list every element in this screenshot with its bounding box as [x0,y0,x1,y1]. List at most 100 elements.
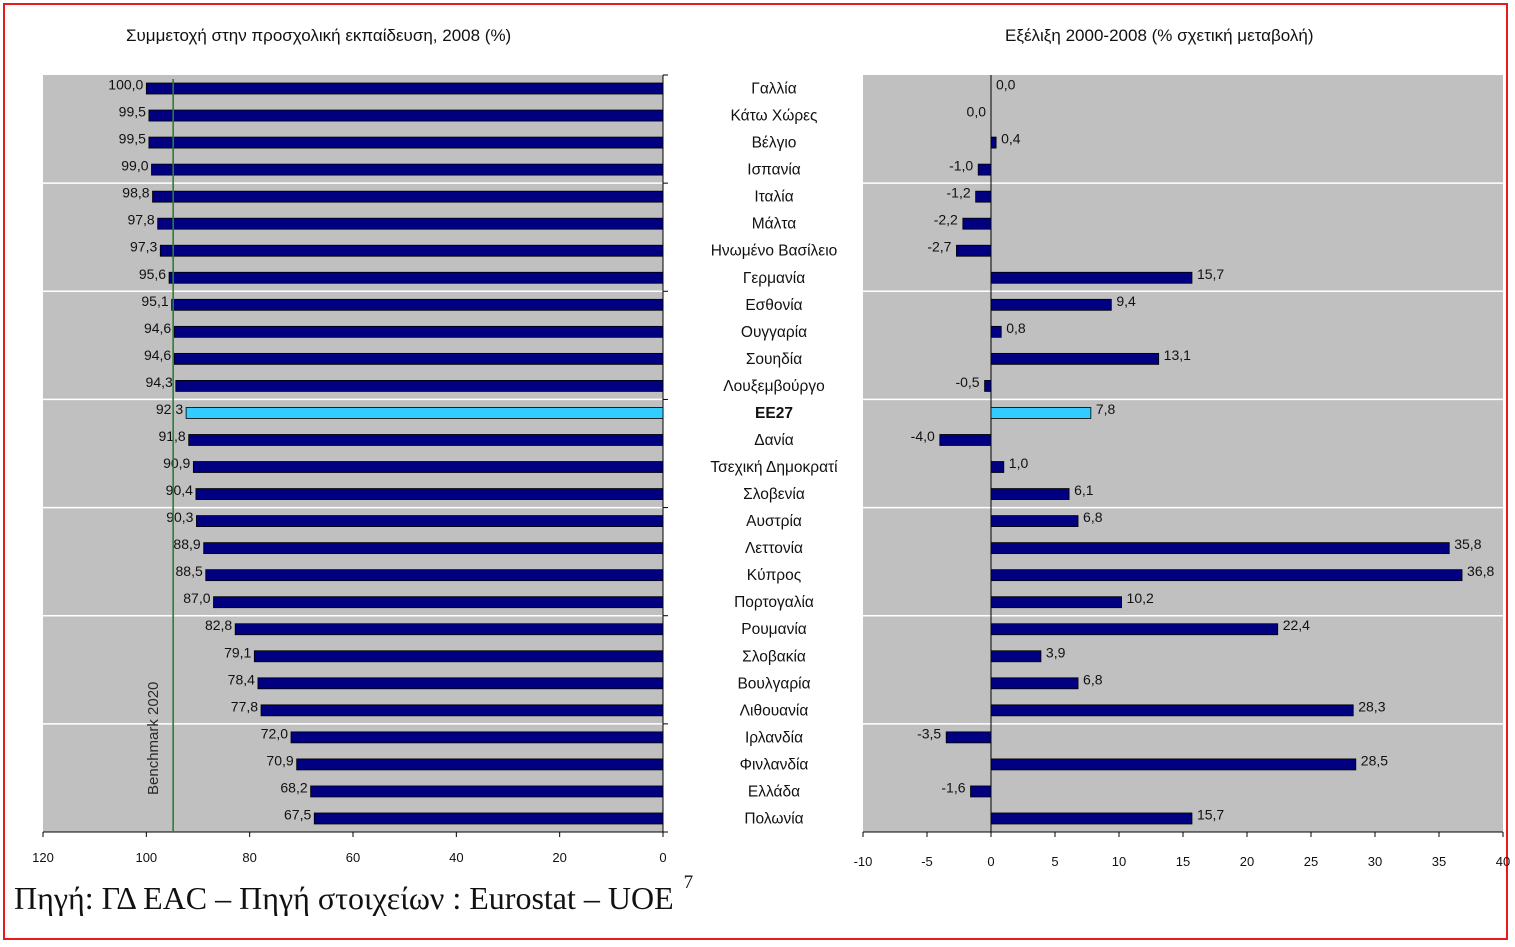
right-bar-label: 6,8 [1083,671,1103,687]
right-bar [990,542,1450,555]
right-x-tick-label: -5 [921,854,933,869]
country-label: Ρουμανία [741,621,807,638]
left-bar [310,785,664,798]
right-bar-label: 0,0 [967,104,987,120]
left-bar [234,623,664,636]
left-chart-title: Συμμετοχή στην προσχολική εκπαίδευση, 20… [126,26,512,45]
country-label: Κάτω Χώρες [730,108,817,125]
right-x-tick-label: 25 [1304,854,1318,869]
country-label: Βέλγιο [752,135,797,152]
left-bar [257,677,664,690]
left-bar-label: 72,0 [261,725,288,741]
right-bar-label: 1,0 [1009,455,1029,471]
country-label: Πορτογαλία [734,594,814,611]
right-bar-label: 15,7 [1197,266,1224,282]
red-frame [3,3,1508,940]
left-x-tick-label: 0 [659,850,666,865]
country-label: Ισπανία [747,162,801,179]
right-bar [990,650,1042,663]
right-bar-label: -1,0 [949,158,973,174]
country-label: Ουγγαρία [741,324,807,341]
right-bar-label: 6,1 [1074,482,1094,498]
right-bar [990,758,1357,771]
country-label: Κύπρος [747,567,801,584]
right-bar-label: -1,6 [941,779,965,795]
right-bar [990,488,1070,500]
left-bar-label: 79,1 [224,644,251,660]
left-bar-label: 99,5 [119,131,146,147]
right-bar [956,244,992,257]
right-bar-label: 7,8 [1096,401,1116,417]
left-x-tick-label: 40 [449,850,463,865]
country-label: Σλοβακία [742,648,806,665]
left-bar [290,731,664,744]
left-bar-label: 92,3 [156,401,183,417]
left-bar [171,298,664,311]
left-bar-label: 98,8 [122,185,149,201]
left-bar [159,244,664,257]
right-x-tick-label: 40 [1496,854,1510,869]
country-label: Τσεχική Δημοκρατί [710,459,838,476]
country-label: Εσθονία [745,297,802,314]
left-bar-label: 67,5 [284,806,311,822]
left-bar [196,515,664,527]
left-bar-label: 94,6 [144,320,171,336]
right-bar-label: 9,4 [1116,293,1136,309]
right-bar-label: 36,8 [1467,563,1494,579]
right-bar [975,190,992,203]
left-bar-label: 100,0 [108,77,143,93]
right-bar-label: 6,8 [1083,509,1103,525]
right-bar-label: 0,8 [1006,320,1026,336]
left-bar-label: 87,0 [183,590,210,606]
left-bar [213,596,664,609]
left-x-tick-label: 80 [242,850,256,865]
right-bar [990,325,1002,338]
country-label: Φινλανδία [740,756,809,773]
right-bar [990,677,1079,690]
footnote-number: 7 [683,872,694,893]
right-bar [939,434,992,446]
left-bar-label: 94,6 [144,347,171,363]
left-bar [151,163,664,176]
right-x-tick-label: 0 [987,854,994,869]
right-x-tick-label: 5 [1051,854,1058,869]
left-x-tick-label: 120 [32,850,54,865]
right-bar-label: -1,2 [947,185,971,201]
right-bar-label: 0,4 [1001,131,1021,147]
left-bar [175,380,664,392]
source-text: Πηγή: ΓΔ EAC – Πηγή στοιχείων : Eurostat… [14,880,674,916]
country-label: Λιθουανία [740,702,809,719]
country-label: Αυστρία [746,513,802,530]
right-bar [990,461,1005,473]
left-x-tick-label: 60 [346,850,360,865]
right-x-tick-label: 15 [1176,854,1190,869]
right-bar-label: 13,1 [1164,347,1191,363]
benchmark-label: Benchmark 2020 [145,682,162,795]
left-bar [188,434,664,446]
country-label: Βουλγαρία [737,675,810,692]
right-bar-label: 35,8 [1454,536,1481,552]
country-label: ΕΕ27 [755,405,793,422]
country-label: Ηνωμένο Βασίλειο [711,243,838,260]
country-label: Σουηδία [746,351,802,368]
right-bar-label: -4,0 [911,428,935,444]
left-x-tick-label: 100 [135,850,157,865]
left-bar [203,542,664,555]
left-bar [195,488,664,500]
left-bar-label: 94,3 [146,374,173,390]
left-bar-label: 99,5 [119,104,146,120]
right-bar [990,352,1160,365]
left-bar [168,271,664,284]
country-label: Ιρλανδία [745,729,803,746]
country-label: Μάλτα [752,216,797,233]
left-bar-label: 88,5 [176,563,203,579]
right-bar-label: 3,9 [1046,644,1066,660]
left-bar [253,650,664,663]
country-label: Σλοβενία [743,486,805,503]
right-bar [990,136,997,149]
left-bar [296,758,664,771]
country-label: Γαλλία [751,81,796,98]
source-note: Πηγή: ΓΔ EAC – Πηγή στοιχείων : Eurostat… [14,872,693,917]
right-x-tick-label: -10 [854,854,873,869]
